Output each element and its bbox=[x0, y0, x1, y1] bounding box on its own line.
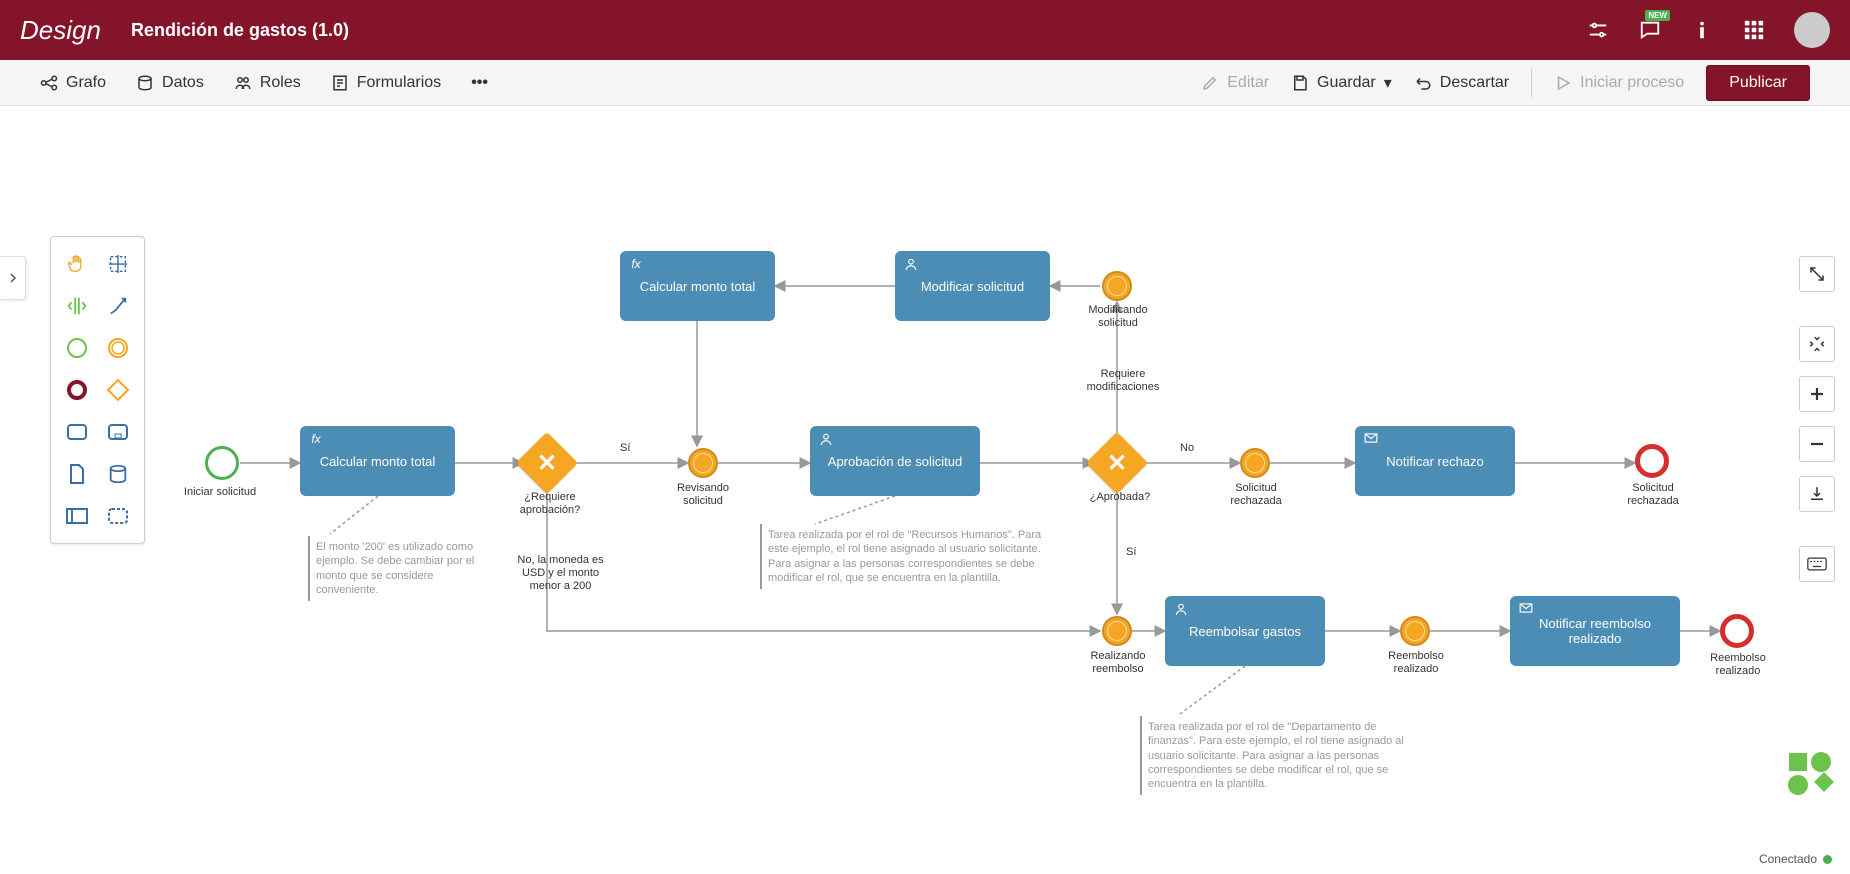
end1-label: Solicitud rechazada bbox=[1613, 482, 1693, 508]
user-icon bbox=[1173, 602, 1189, 618]
save-label: Guardar bbox=[1317, 74, 1376, 92]
edge-si2: Sí bbox=[1126, 546, 1136, 559]
intermediate-revisando[interactable] bbox=[688, 448, 718, 478]
discard-label: Descartar bbox=[1440, 74, 1509, 92]
app-header: Design Rendición de gastos (1.0) NEW bbox=[0, 0, 1850, 60]
edge-no2: No bbox=[1180, 442, 1194, 455]
tab-grafo[interactable]: Grafo bbox=[40, 74, 106, 92]
new-badge: NEW bbox=[1645, 10, 1670, 21]
edge-si1: Sí bbox=[620, 442, 630, 455]
start-event-label: Iniciar solicitud bbox=[175, 486, 265, 499]
settings-sliders-icon[interactable] bbox=[1586, 18, 1610, 42]
save-button[interactable]: Guardar ▾ bbox=[1291, 73, 1392, 93]
annotation-recursos-humanos: Tarea realizada por el rol de "Recursos … bbox=[760, 524, 1050, 589]
tab-roles-label: Roles bbox=[260, 74, 301, 92]
canvas[interactable]: Iniciar solicitud fx Calcular monto tota… bbox=[0, 106, 1850, 844]
gateway2-label: ¿Aprobada? bbox=[1080, 491, 1160, 504]
connection-status: Conectado bbox=[1759, 852, 1817, 866]
publish-label: Publicar bbox=[1729, 74, 1787, 91]
message-icon bbox=[1363, 432, 1379, 448]
header-actions: NEW bbox=[1586, 12, 1830, 48]
inter4-label: Realizando reembolso bbox=[1080, 650, 1156, 676]
inter5-label: Reembolso realizado bbox=[1378, 650, 1454, 676]
gateway1-label: ¿Requiere aprobación? bbox=[510, 491, 590, 517]
apps-grid-icon[interactable] bbox=[1742, 18, 1766, 42]
intermediate-modificando[interactable] bbox=[1102, 271, 1132, 301]
inter2-label: Modificando solicitud bbox=[1082, 304, 1154, 330]
task-calc1-label: Calcular monto total bbox=[320, 454, 436, 469]
task-calc1[interactable]: fx Calcular monto total bbox=[300, 426, 455, 496]
fx-icon: fx bbox=[628, 257, 644, 273]
inter1-label: Revisando solicitud bbox=[668, 482, 738, 508]
avatar[interactable] bbox=[1794, 12, 1830, 48]
end-event-reembolso[interactable] bbox=[1720, 614, 1754, 648]
chevron-down-icon: ▾ bbox=[1384, 73, 1392, 93]
status-bar: Conectado bbox=[1759, 844, 1832, 874]
annotation-finanzas: Tarea realizada por el rol de "Departame… bbox=[1140, 716, 1430, 795]
start-event[interactable] bbox=[205, 446, 239, 480]
publish-button[interactable]: Publicar bbox=[1706, 65, 1810, 101]
user-icon bbox=[903, 257, 919, 273]
start-process-label: Iniciar proceso bbox=[1580, 74, 1684, 92]
gateway-requiere-aprobacion[interactable]: ✕ bbox=[525, 441, 569, 485]
inter3-label: Solicitud rechazada bbox=[1220, 482, 1292, 508]
tab-datos-label: Datos bbox=[162, 74, 204, 92]
intermediate-rechazada[interactable] bbox=[1240, 448, 1270, 478]
task-reembolsar-label: Reembolsar gastos bbox=[1189, 624, 1301, 639]
task-modificar[interactable]: Modificar solicitud bbox=[895, 251, 1050, 321]
edit-label: Editar bbox=[1227, 74, 1269, 92]
annotation-monto: El monto '200' es utilizado como ejemplo… bbox=[308, 536, 503, 601]
task-notificar-reembolso-label: Notificar reembolso realizado bbox=[1516, 616, 1674, 646]
message-icon bbox=[1518, 602, 1534, 618]
task-notificar-rechazo[interactable]: Notificar rechazo bbox=[1355, 426, 1515, 496]
task-notificar-reembolso[interactable]: Notificar reembolso realizado bbox=[1510, 596, 1680, 666]
edge-no-full: No, la moneda es USD y el monto menor a … bbox=[508, 554, 613, 594]
task-aprobacion-label: Aprobación de solicitud bbox=[828, 454, 962, 469]
info-icon[interactable] bbox=[1690, 18, 1714, 42]
start-process-button[interactable]: Iniciar proceso bbox=[1554, 74, 1684, 92]
page-title: Rendición de gastos (1.0) bbox=[131, 20, 349, 41]
logo: Design bbox=[20, 15, 101, 46]
bpmn-diagram: Iniciar solicitud fx Calcular monto tota… bbox=[0, 106, 1850, 844]
task-modificar-label: Modificar solicitud bbox=[921, 279, 1024, 294]
discard-button[interactable]: Descartar bbox=[1414, 74, 1509, 92]
intermediate-realizando[interactable] bbox=[1102, 616, 1132, 646]
toolbar: Grafo Datos Roles Formularios ••• Editar… bbox=[0, 60, 1850, 106]
task-calc2[interactable]: fx Calcular monto total bbox=[620, 251, 775, 321]
brand-icon bbox=[1783, 747, 1835, 804]
user-icon bbox=[818, 432, 834, 448]
fx-icon: fx bbox=[308, 432, 324, 448]
intermediate-reembolso-realizado[interactable] bbox=[1400, 616, 1430, 646]
end2-label: Reembolso realizado bbox=[1698, 652, 1778, 678]
task-notificar-rechazo-label: Notificar rechazo bbox=[1386, 454, 1484, 469]
task-reembolsar[interactable]: Reembolsar gastos bbox=[1165, 596, 1325, 666]
tab-formularios[interactable]: Formularios bbox=[331, 74, 441, 92]
tab-grafo-label: Grafo bbox=[66, 74, 106, 92]
gateway-aprobada[interactable]: ✕ bbox=[1095, 441, 1139, 485]
edit-button[interactable]: Editar bbox=[1201, 74, 1269, 92]
tab-roles[interactable]: Roles bbox=[234, 74, 301, 92]
task-aprobacion[interactable]: Aprobación de solicitud bbox=[810, 426, 980, 496]
end-event-rechazada[interactable] bbox=[1635, 444, 1669, 478]
tab-datos[interactable]: Datos bbox=[136, 74, 204, 92]
tab-formularios-label: Formularios bbox=[357, 74, 441, 92]
task-calc2-label: Calcular monto total bbox=[640, 279, 756, 294]
more-menu[interactable]: ••• bbox=[471, 74, 488, 92]
separator bbox=[1531, 69, 1532, 97]
edge-req-mod: Requiere modificaciones bbox=[1078, 368, 1168, 394]
chat-icon[interactable]: NEW bbox=[1638, 18, 1662, 42]
status-indicator-icon bbox=[1823, 855, 1832, 864]
